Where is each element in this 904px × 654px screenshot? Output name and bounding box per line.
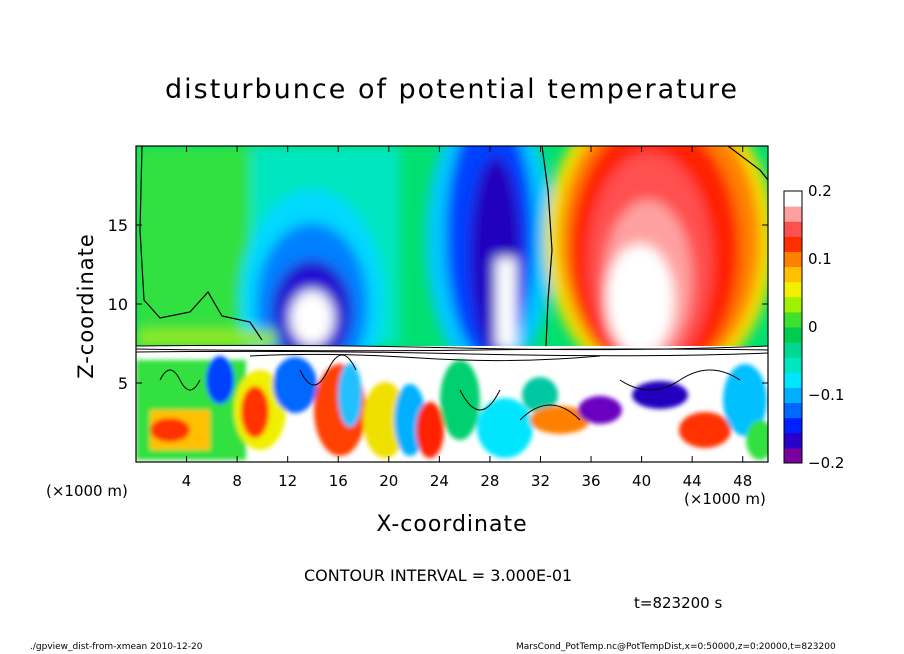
x-tick-label: 44 bbox=[683, 472, 702, 490]
x-tick-label: 12 bbox=[278, 472, 297, 490]
heatmap-plot-area bbox=[136, 146, 768, 462]
contour-line bbox=[727, 146, 768, 181]
colorbar-frame bbox=[783, 190, 803, 464]
colorbar-swatch bbox=[784, 251, 802, 268]
x-unit-label-right: (×1000 m) bbox=[684, 490, 766, 508]
x-axis-label-text: X-coordinate bbox=[376, 512, 528, 537]
colorbar-tick-label: 0.1 bbox=[808, 250, 832, 268]
chart-title: disturbunce of potential temperature bbox=[165, 74, 739, 105]
colorbar-tick-label: 0.2 bbox=[808, 182, 832, 200]
x-tick-label: 4 bbox=[182, 472, 192, 490]
y-tick-label: 10 bbox=[108, 295, 128, 314]
colorbar-swatch bbox=[784, 191, 802, 207]
x-tick-label: 8 bbox=[232, 472, 242, 490]
x-tick-label: 16 bbox=[329, 472, 348, 490]
colorbar-swatch bbox=[784, 387, 802, 404]
colorbar-swatch bbox=[784, 357, 802, 373]
colorbar-swatch bbox=[784, 281, 802, 298]
time-label: t=823200 s bbox=[634, 594, 723, 612]
lower-field-patches bbox=[136, 356, 768, 460]
colorbar-tick-label: 0 bbox=[808, 318, 818, 336]
colorbar-tick-label: −0.1 bbox=[808, 386, 844, 404]
x-tick-label: 40 bbox=[632, 472, 651, 490]
y-axis-ticks: 5 10 15 bbox=[108, 216, 768, 393]
footer-left: ./gpview_dist-from-xmean 2010-12-20 bbox=[30, 642, 203, 652]
colorbar-swatch bbox=[784, 402, 802, 419]
colorbar-swatch bbox=[784, 342, 802, 358]
contour-line bbox=[541, 146, 553, 347]
x-unit-label-left: (×1000 m) bbox=[46, 482, 128, 500]
colorbar-tick-label: −0.2 bbox=[808, 454, 844, 472]
colorbar-swatch bbox=[784, 327, 802, 343]
colorbar-swatch bbox=[784, 221, 802, 237]
x-axis-label: X-coordinate bbox=[0, 512, 904, 537]
interface-contours bbox=[136, 344, 768, 421]
footer-right: MarsCond_PotTemp.nc@PotTempDist,x=0:5000… bbox=[516, 642, 836, 652]
x-tick-label: 48 bbox=[733, 472, 752, 490]
colorbar-swatch bbox=[784, 206, 802, 222]
x-tick-label: 24 bbox=[430, 472, 449, 490]
colorbar-swatch bbox=[784, 372, 802, 388]
x-axis-ticks: 4 8 12 16 20 24 28 32 36 40 44 48 bbox=[182, 146, 752, 490]
contour-interval-label: CONTOUR INTERVAL = 3.000E-01 bbox=[304, 566, 573, 585]
colorbar-swatch bbox=[784, 266, 802, 283]
y-tick-label: 15 bbox=[108, 216, 128, 235]
x-tick-label: 36 bbox=[581, 472, 600, 490]
colorbar-swatch bbox=[784, 447, 802, 464]
colorbar-swatch bbox=[784, 236, 802, 252]
colorbar: 0.2 0.1 0 −0.1 −0.2 bbox=[783, 182, 844, 472]
x-tick-label: 20 bbox=[379, 472, 398, 490]
colorbar-swatch bbox=[784, 296, 802, 313]
colorbar-swatch bbox=[784, 432, 802, 449]
x-tick-label: 32 bbox=[531, 472, 550, 490]
colorbar-swatch bbox=[784, 417, 802, 434]
y-tick-label: 5 bbox=[118, 374, 128, 393]
x-tick-label: 28 bbox=[480, 472, 499, 490]
contour-line bbox=[139, 146, 263, 341]
y-axis-label: Z-coordinate bbox=[74, 233, 98, 379]
colorbar-swatch bbox=[784, 311, 802, 328]
